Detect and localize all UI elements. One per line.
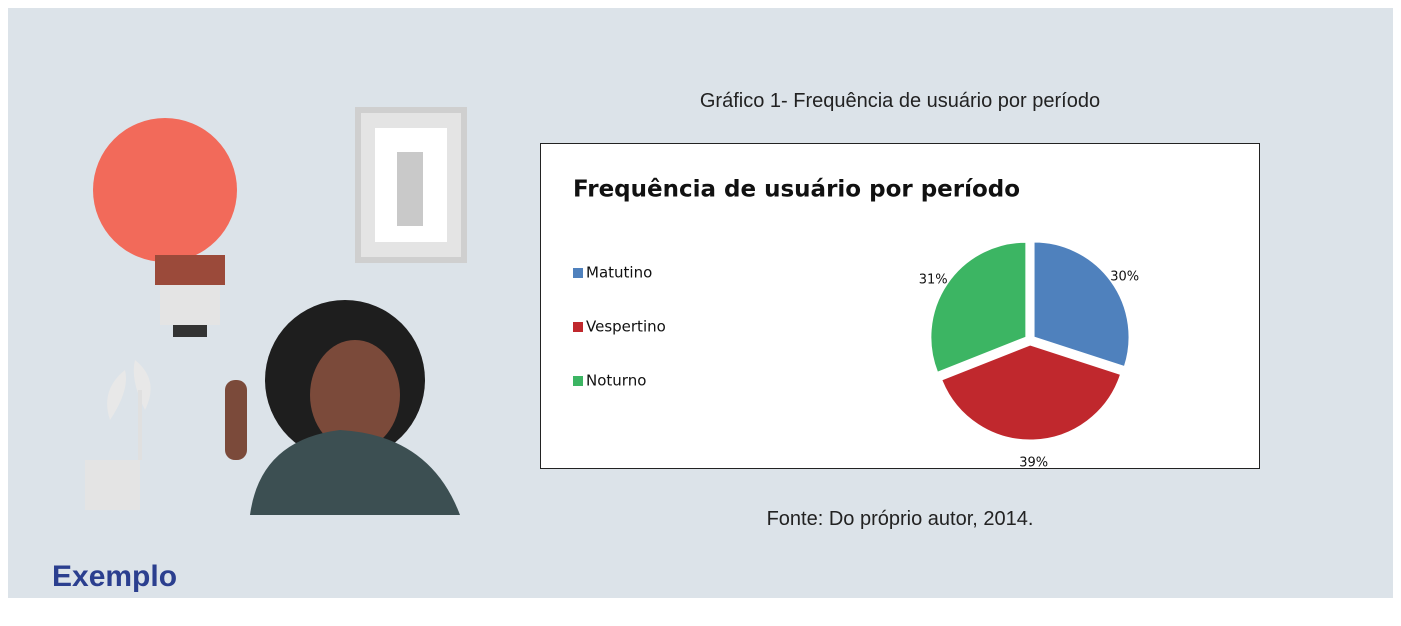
page: Gráfico 1- Frequência de usuário por per… — [0, 0, 1401, 626]
chart: Frequência de usuário por período 30% Mat… — [540, 143, 1260, 469]
legend-label: Vespertino — [586, 318, 666, 336]
data-label: 31% — [919, 273, 948, 288]
chart-title: Frequência de usuário por período — [573, 177, 1020, 203]
legend-label: Noturno — [586, 372, 646, 390]
caption: Gráfico 1- Frequência de usuário por per… — [540, 90, 1260, 113]
legend-label: Matutino — [586, 264, 652, 282]
data-label: 39% — [1019, 455, 1048, 469]
section-label: Exemplo — [52, 560, 177, 594]
legend-swatch — [573, 322, 583, 332]
illustration — [40, 60, 480, 530]
data-label: 30% — [1110, 270, 1139, 285]
legend-swatch — [573, 268, 583, 278]
legend-swatch — [573, 376, 583, 386]
source: Fonte: Do próprio autor, 2014. — [540, 508, 1260, 531]
